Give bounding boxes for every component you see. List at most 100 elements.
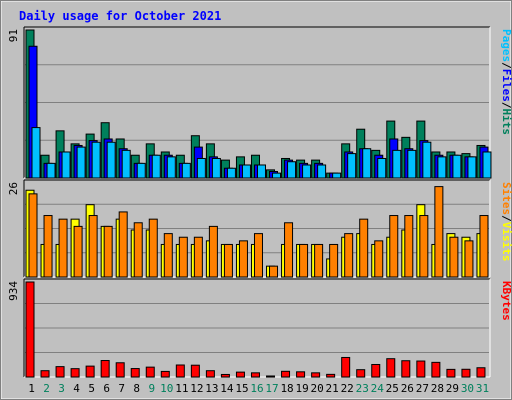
middle-bar-sites-22 (344, 233, 354, 278)
middle-bar-sites-31 (479, 215, 489, 278)
x-tick-label-7: 7 (118, 382, 125, 395)
top-max-tick-label: 91 (7, 29, 20, 42)
top-bar-pages-27 (422, 141, 432, 179)
bottom-bar-kbytes-18 (281, 370, 291, 378)
top-bar-pages-18 (287, 161, 297, 179)
middle-bar-sites-5 (88, 215, 98, 278)
middle-axis-label-part-2: / (500, 215, 512, 222)
bottom-bar-kbytes-13 (205, 370, 215, 378)
middle-bar-sites-16 (253, 233, 263, 278)
bottom-bar-kbytes-30 (461, 368, 471, 378)
top-bar-pages-26 (407, 149, 417, 179)
x-tick-label-19: 19 (295, 382, 308, 395)
bottom-bar-kbytes-8 (130, 368, 140, 378)
middle-axis-label: Sites/Visits (500, 182, 512, 262)
middle-bar-sites-29 (449, 236, 459, 278)
middle-bar-sites-15 (238, 240, 248, 278)
middle-bar-sites-13 (208, 225, 218, 278)
top-bar-pages-29 (452, 154, 462, 179)
x-tick-label-8: 8 (133, 382, 140, 395)
x-tick-label-17: 17 (265, 382, 278, 395)
x-tick-label-16: 16 (250, 382, 263, 395)
middle-bar-sites-24 (374, 240, 384, 278)
top-bar-pages-4 (76, 146, 86, 179)
middle-bar-sites-20 (314, 243, 324, 278)
top-bar-pages-11 (181, 162, 191, 179)
x-tick-label-26: 26 (401, 382, 414, 395)
top-bar-pages-6 (106, 141, 116, 179)
top-bar-pages-14 (226, 167, 236, 179)
top-bar-pages-2 (46, 162, 56, 179)
top-bar-pages-30 (467, 156, 477, 179)
bottom-bar-kbytes-11 (175, 364, 185, 378)
top-bar-pages-20 (317, 164, 327, 179)
top-bar-pages-8 (136, 162, 146, 179)
top-bar-pages-5 (91, 141, 101, 179)
x-tick-label-10: 10 (160, 382, 173, 395)
top-bar-pages-12 (196, 157, 206, 179)
middle-bar-sites-1 (28, 193, 38, 278)
x-tick-label-14: 14 (220, 382, 234, 395)
x-tick-label-21: 21 (326, 382, 339, 395)
bottom-axis-label-part-1: KBytes (500, 281, 512, 321)
x-tick-label-5: 5 (88, 382, 95, 395)
middle-bar-sites-28 (434, 186, 444, 278)
top-bar-pages-7 (121, 149, 131, 179)
top-bar-pages-23 (362, 148, 372, 179)
middle-max-tick-label: 26 (7, 182, 20, 195)
top-bar-pages-13 (211, 157, 221, 179)
bottom-bar-kbytes-16 (250, 372, 260, 378)
middle-axis-label-part-1: Sites (500, 182, 512, 215)
bottom-panel: 934 KBytes (7, 278, 512, 378)
x-tick-label-1: 1 (28, 382, 35, 395)
middle-bar-sites-4 (73, 225, 83, 278)
x-tick-label-20: 20 (311, 382, 324, 395)
top-bar-pages-3 (61, 151, 71, 179)
middle-bar-sites-9 (148, 218, 158, 278)
bottom-axis-label: KBytes (500, 281, 512, 321)
bottom-bar-kbytes-19 (296, 371, 306, 378)
middle-bar-sites-17 (269, 265, 279, 278)
middle-bar-sites-3 (58, 218, 68, 278)
x-tick-label-23: 23 (356, 382, 369, 395)
middle-bar-sites-10 (163, 233, 173, 278)
x-tick-label-28: 28 (431, 382, 444, 395)
x-tick-label-13: 13 (205, 382, 218, 395)
bottom-bar-kbytes-22 (341, 356, 351, 378)
top-bar-pages-25 (392, 149, 402, 179)
bottom-bar-kbytes-15 (235, 371, 245, 378)
bottom-bar-kbytes-7 (115, 362, 125, 378)
top-bar-pages-21 (332, 172, 342, 179)
bottom-bar-kbytes-24 (371, 363, 381, 378)
middle-bar-sites-19 (299, 243, 309, 278)
middle-axis-label-part-3: Visits (500, 222, 512, 262)
top-axis-label-part-4: / (500, 102, 512, 109)
middle-bar-sites-2 (43, 215, 53, 278)
bottom-bar-kbytes-28 (431, 361, 441, 378)
top-bar-pages-17 (272, 172, 282, 179)
top-bar-pages-31 (482, 151, 492, 179)
bottom-bar-kbytes-20 (311, 372, 321, 378)
bottom-bar-kbytes-9 (145, 366, 155, 378)
bottom-bar-kbytes-29 (446, 368, 456, 378)
middle-bar-sites-23 (359, 218, 369, 278)
x-tick-label-3: 3 (58, 382, 65, 395)
x-tick-label-27: 27 (416, 382, 429, 395)
bottom-bar-kbytes-5 (85, 365, 95, 378)
x-tick-label-25: 25 (386, 382, 399, 395)
middle-bar-sites-25 (389, 215, 399, 278)
middle-bar-sites-12 (193, 236, 203, 278)
middle-bar-sites-7 (118, 211, 128, 278)
top-bar-pages-19 (302, 164, 312, 179)
top-panel: 91 Pages/Files/Hits (7, 26, 512, 179)
bottom-bar-kbytes-2 (40, 370, 50, 378)
x-tick-label-4: 4 (73, 382, 80, 395)
top-axis-label-part-2: / (500, 62, 512, 69)
x-tick-label-24: 24 (371, 382, 385, 395)
x-tick-label-29: 29 (446, 382, 459, 395)
middle-bar-sites-27 (419, 215, 429, 278)
x-tick-label-31: 31 (476, 382, 489, 395)
